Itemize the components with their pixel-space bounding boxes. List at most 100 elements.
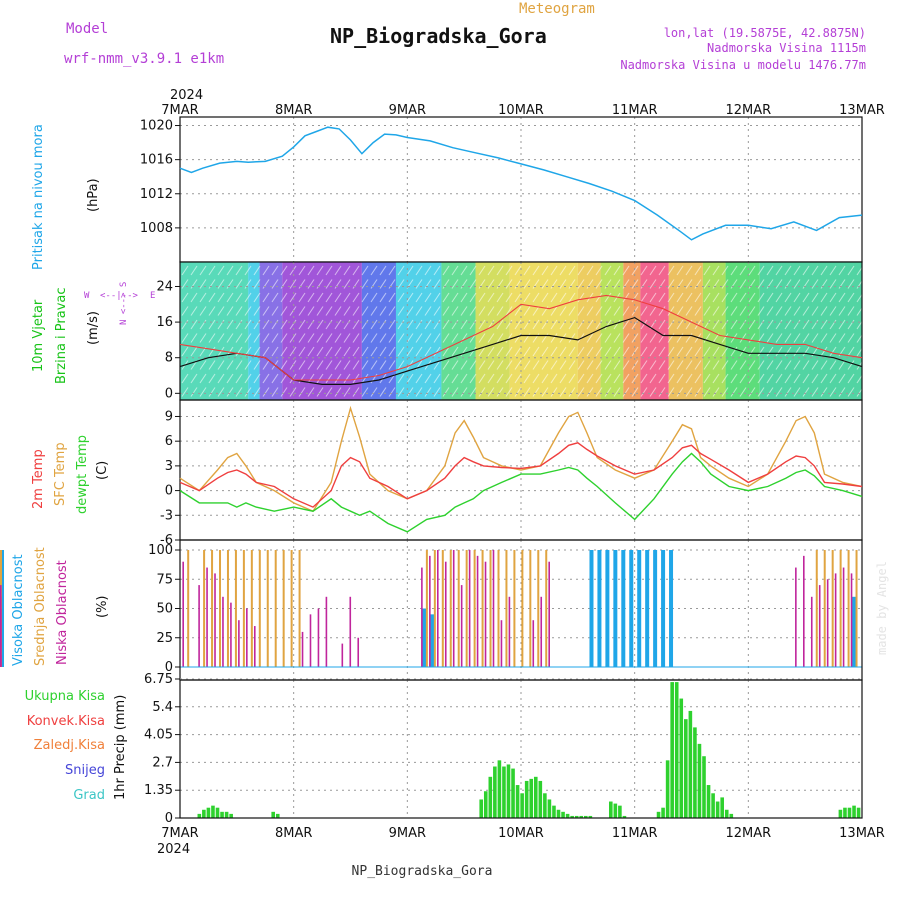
precip-bar [674,682,679,818]
cloud-bar [238,620,240,667]
wind-barb [262,387,270,397]
wind-unit: (m/s) [86,311,101,345]
cloud-bar [317,608,320,667]
wind-barb [667,279,675,289]
wind-barb [613,333,621,343]
wind-barb [451,387,459,397]
wind-barb [685,346,693,357]
station-coords: lon,lat (19.5875E, 42.8875N) [664,26,866,40]
wind-barb [514,279,522,289]
wind-barb [469,360,477,370]
cloud-bar [473,550,476,667]
wind-barb [181,292,189,303]
wind-barb [694,373,702,384]
wind-barb [775,333,783,343]
wind-barb [307,373,315,384]
wind-barb [541,292,549,303]
wind-barb [460,319,468,330]
wind-barb [379,346,387,357]
wind-barb [442,265,450,276]
wind-barb [469,387,477,397]
wind-barb [226,292,234,303]
cloud-bar [497,550,500,667]
wind-barb [811,279,819,289]
wind-barb [766,265,774,276]
wind-barb [289,373,297,384]
wind-barb [271,279,279,289]
wind-barb [253,373,261,384]
wind-barb [415,265,423,276]
pressure-unit: (hPa) [86,178,101,212]
wind-barb [847,373,855,384]
wind-barb [469,279,477,289]
wind-barb [226,360,234,370]
wind-barb [424,279,432,289]
wind-barb [505,265,513,276]
top-time-label: 10MAR [498,103,544,118]
wind-barb [748,373,756,384]
wind-barb [541,279,549,289]
wind-barb [280,306,288,316]
wind-barb [604,387,612,397]
wind-barb [505,387,513,397]
cloud-bar [421,567,423,667]
wind-barb [199,292,207,303]
wind-barb [847,292,855,303]
wind-barb [721,265,729,276]
cloud-bar [187,550,190,667]
wind-barb [766,319,774,330]
wind-barb [631,292,639,303]
wind-barb [370,346,378,357]
wind-barb [208,333,216,343]
wind-barb [451,265,459,276]
credit-watermark: made by Angel [875,561,889,655]
wind-barb [640,279,648,289]
wind-barb [712,360,720,370]
cloud-bar [465,550,468,667]
cloud-bar [253,626,256,667]
cloud-bar [242,550,245,667]
wind-barb [838,306,846,316]
wind-barb [532,265,540,276]
wind-barb [559,346,567,357]
cloud-bar [803,555,805,667]
wind-barb [343,360,351,370]
wind-barb [334,279,342,289]
wind-barb [694,360,702,370]
wind-barb [550,333,558,343]
bottom-time-label: 7MAR [161,826,198,841]
wind-barb [235,279,243,289]
wind-barb [370,279,378,289]
wind-barb [847,279,855,289]
cloud-bar [540,596,543,667]
wind-barb [406,387,414,397]
wind-barb [298,360,306,370]
wind-barb [496,292,504,303]
wind-barb [307,319,315,330]
wind-barb [487,346,495,357]
y-tick-label: 1020 [140,119,173,134]
wind-barb [559,265,567,276]
wind-barb [469,292,477,303]
wind-barb [442,292,450,303]
wind-barb [766,387,774,397]
wind-barb [748,319,756,330]
wind-barb [568,346,576,357]
wind-barb [352,292,360,303]
wind-barb [667,387,675,397]
wind-barb [460,360,468,370]
wind-barb [280,279,288,289]
wind-barb [577,279,585,289]
year-label-top: 2024 [170,88,203,103]
wind-barb [433,333,441,343]
wind-barb [820,387,828,397]
wind-barb [217,333,225,343]
y-tick-label: 1012 [140,187,173,202]
wind-barb [793,373,801,384]
wind-barb [730,346,738,357]
wind-barb [550,306,558,316]
wind-barb [829,333,837,343]
wind-barb [190,319,198,330]
wind-barb [847,387,855,397]
precip-bar [529,778,534,818]
